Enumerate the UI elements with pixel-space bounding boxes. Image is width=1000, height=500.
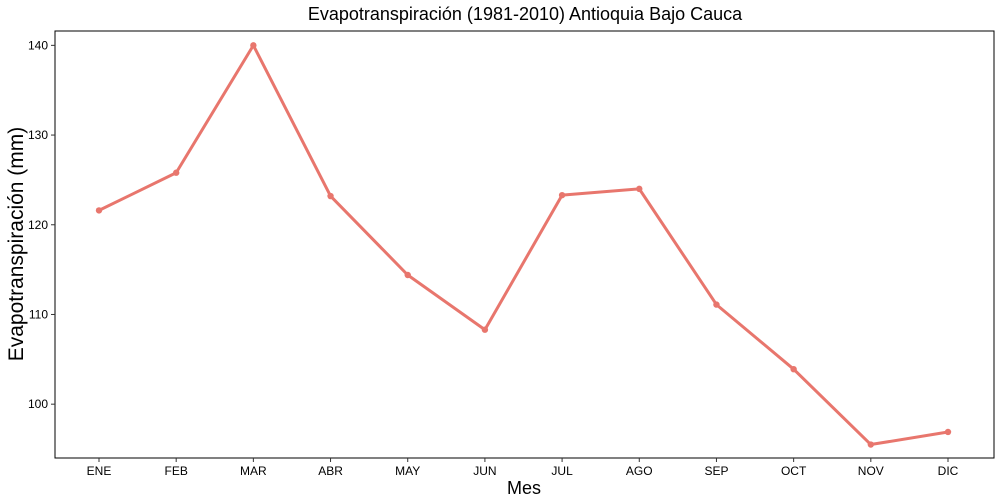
x-tick-label: ABR	[318, 464, 343, 478]
y-tick-label: 130	[28, 128, 48, 142]
data-point-abr	[327, 192, 334, 200]
data-point-may	[404, 271, 411, 279]
data-point-sep	[713, 301, 720, 308]
x-tick-label: JUL	[551, 464, 573, 478]
data-point-jun	[481, 326, 489, 333]
y-tick-label: 140	[28, 38, 48, 52]
series-layer	[95, 42, 952, 448]
x-tick-label: OCT	[781, 464, 807, 478]
data-point-dic	[944, 428, 952, 436]
x-tick-label: FEB	[165, 464, 188, 478]
data-point-feb	[172, 169, 180, 176]
data-point-ene	[95, 207, 103, 214]
x-axis: ENE FEB MAR ABR MAY JUN JUL AGO SEP OCT NOV DIC	[87, 458, 959, 478]
x-axis-title: Mes	[507, 478, 541, 498]
x-tick-label: JUN	[473, 464, 496, 478]
x-tick-label: ENE	[87, 464, 112, 478]
x-tick-label: DIC	[938, 464, 959, 478]
series-line	[97, 43, 950, 447]
data-point-jul	[558, 191, 566, 199]
x-tick-label: AGO	[626, 464, 653, 478]
y-axis: 100 110 120 130 140	[28, 38, 55, 411]
data-point-ago	[636, 185, 643, 193]
y-tick-label: 120	[28, 218, 48, 232]
chart-title: Evapotranspiración (1981-2010) Antioquia…	[308, 4, 743, 24]
y-tick-label: 100	[28, 397, 48, 411]
data-point-nov	[867, 441, 875, 448]
data-point-mar	[250, 42, 257, 49]
y-axis-title: Evapotranspiración (mm)	[5, 127, 28, 362]
data-point-oct	[790, 365, 797, 373]
x-tick-label: SEP	[704, 464, 728, 478]
plot-panel	[54, 30, 995, 459]
x-tick-label: MAY	[395, 464, 420, 478]
x-tick-label: MAR	[240, 464, 267, 478]
y-tick-label: 110	[29, 307, 48, 321]
x-tick-label: NOV	[858, 464, 884, 478]
